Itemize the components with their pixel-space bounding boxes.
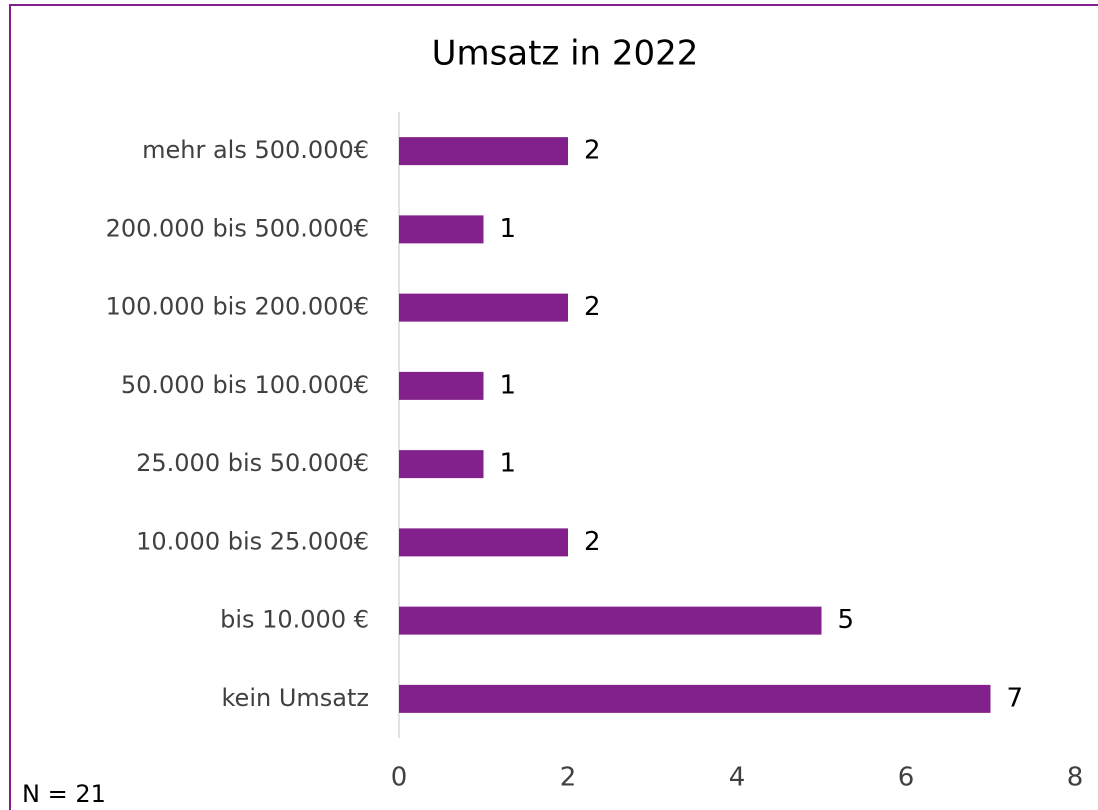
y-tick-label: 25.000 bis 50.000€ [136,449,369,477]
annotation: N = 21 [22,780,106,808]
chart-title: Umsatz in 2022 [432,34,699,74]
y-tick-label: 10.000 bis 25.000€ [136,527,369,555]
data-label: 1 [500,214,517,244]
data-label: 2 [584,292,601,322]
bar [399,684,991,713]
data-label: 1 [500,449,517,479]
y-tick-label: bis 10.000 € [220,606,369,634]
y-tick-label: mehr als 500.000€ [142,136,369,164]
x-tick-label: 0 [391,763,408,793]
data-label: 1 [500,370,517,400]
bar [399,215,484,244]
x-tick-label: 8 [1067,763,1084,793]
bar [399,606,822,635]
data-label: 5 [838,605,855,635]
bar [399,137,568,166]
data-label: 2 [584,527,601,557]
data-label: 7 [1007,683,1024,713]
data-label: 2 [584,136,601,166]
bar [399,293,568,322]
y-tick-label: 50.000 bis 100.000€ [121,371,369,399]
bar [399,528,568,557]
y-tick-label: 100.000 bis 200.000€ [106,293,369,321]
bar [399,371,484,400]
bar [399,450,484,479]
y-tick-label: 200.000 bis 500.000€ [106,214,369,242]
x-tick-label: 4 [729,763,746,793]
x-tick-label: 6 [898,763,915,793]
x-tick-label: 2 [560,763,577,793]
chart-border [9,4,1098,810]
y-tick-label: kein Umsatz [222,684,369,712]
